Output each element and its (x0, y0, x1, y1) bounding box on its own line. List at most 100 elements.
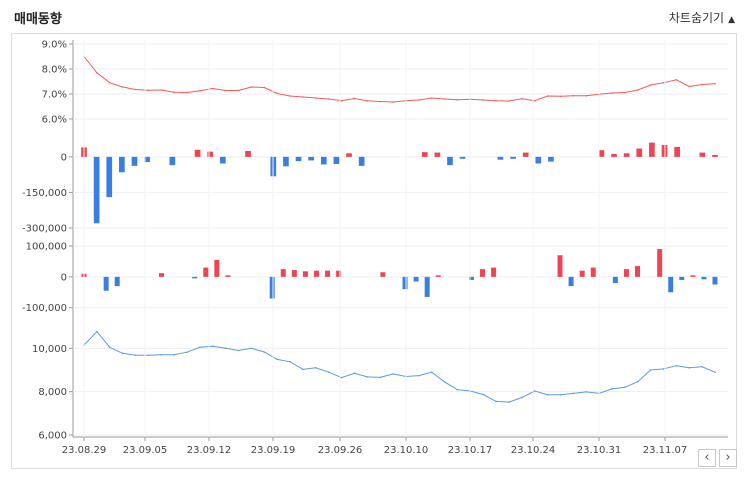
bar (649, 142, 655, 157)
line-point (662, 368, 665, 370)
line-point (340, 99, 343, 102)
series-line-0 (83, 56, 716, 103)
bar (679, 276, 685, 280)
bar (635, 266, 640, 277)
bar (358, 156, 365, 166)
line-point (508, 100, 510, 102)
bar (320, 156, 327, 165)
bar (522, 152, 529, 157)
bar (245, 150, 251, 157)
y-tick-label: 8,000 (38, 387, 67, 398)
line-point (186, 91, 188, 94)
line-point (495, 400, 497, 403)
bar (568, 276, 574, 287)
line-point (314, 367, 317, 369)
bar (579, 270, 585, 277)
bar (169, 156, 176, 166)
line-point (662, 81, 665, 84)
bar (413, 276, 419, 282)
line-point (392, 101, 394, 103)
line-point (585, 94, 588, 97)
x-tick-label: 23.10.10 (384, 445, 429, 456)
line-point (263, 86, 266, 89)
next-button[interactable]: › (719, 449, 737, 467)
line-point (611, 388, 613, 390)
bar (510, 156, 516, 159)
bar (480, 269, 486, 277)
line-point (572, 94, 575, 97)
bar (636, 148, 643, 157)
line-point (263, 351, 266, 353)
line-point (289, 360, 291, 363)
bar (701, 276, 707, 280)
line-point (250, 347, 253, 350)
x-tick-label: 23.10.31 (577, 445, 622, 456)
bar (291, 270, 297, 277)
bar (421, 152, 428, 157)
bar (144, 156, 150, 163)
line-point (134, 88, 137, 91)
line-point (508, 401, 510, 403)
y-tick-label: -300,000 (22, 224, 67, 235)
bar (459, 156, 466, 159)
bar (333, 156, 340, 164)
hide-chart-toggle[interactable]: 차트숨기기 ▲ (669, 9, 735, 26)
bar (668, 276, 674, 293)
line-point (237, 89, 240, 92)
line-point (224, 89, 227, 92)
line-point (430, 97, 433, 99)
bar (313, 270, 319, 277)
bar (106, 156, 113, 198)
bar (557, 255, 563, 277)
line-point (688, 85, 691, 88)
triangle-up-icon: ▲ (728, 15, 735, 25)
bar (103, 276, 109, 291)
bar (598, 150, 605, 157)
line-point (649, 369, 652, 371)
line-point (675, 78, 678, 81)
y-tick-label: -100,000 (22, 303, 67, 314)
line-point (392, 373, 394, 375)
line-point (624, 91, 626, 94)
bar (623, 153, 630, 157)
line-point (495, 99, 497, 102)
line-point (108, 346, 111, 349)
line-point (482, 99, 485, 101)
line-point (418, 99, 420, 101)
line-point (482, 393, 485, 396)
line-point (366, 99, 369, 102)
bar (590, 267, 596, 277)
bar (435, 275, 441, 277)
bar (283, 156, 289, 167)
x-tick-label: 23.10.24 (511, 445, 556, 456)
bar (214, 259, 220, 277)
line-point (714, 82, 716, 85)
y-tick-label: 6,000 (38, 431, 67, 442)
bar (280, 269, 286, 277)
line-point (533, 390, 536, 392)
line-point (173, 91, 175, 94)
bar (497, 156, 504, 160)
line-point (96, 330, 98, 333)
line-point (379, 100, 381, 103)
prev-button[interactable]: ‹ (698, 449, 716, 467)
bar (674, 146, 680, 157)
line-point (327, 98, 330, 100)
line-point (418, 374, 420, 377)
line-point (314, 97, 317, 99)
bar (346, 153, 352, 157)
x-tick-label: 23.09.12 (187, 445, 232, 456)
line-point (289, 95, 291, 97)
line-point (173, 354, 175, 356)
line-point (701, 83, 703, 86)
line-point (521, 396, 523, 399)
line-point (649, 84, 652, 86)
line-point (211, 345, 214, 347)
chart-frame (11, 33, 737, 469)
bar (302, 271, 308, 277)
bar (535, 156, 542, 164)
x-tick-label: 23.09.05 (123, 445, 168, 456)
bar (468, 276, 474, 280)
line-point (276, 358, 278, 361)
